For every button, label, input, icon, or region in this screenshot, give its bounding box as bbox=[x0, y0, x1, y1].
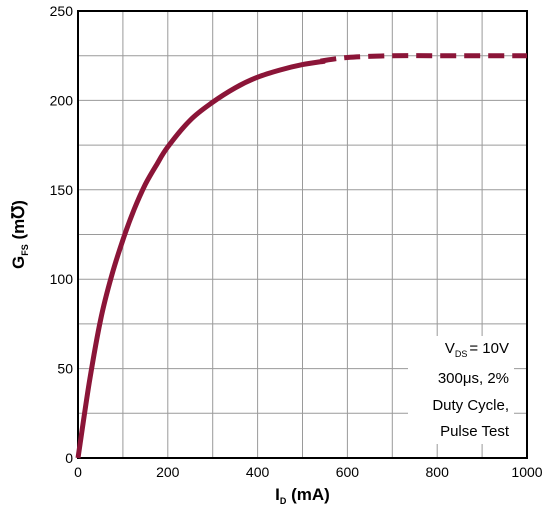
x-tick-labels: 0 200 400 600 800 1000 bbox=[74, 464, 543, 480]
note-pulse: 300μs, 2% bbox=[438, 370, 509, 387]
x-tick-label: 1000 bbox=[511, 464, 542, 480]
grid-lines bbox=[78, 11, 527, 458]
gfs-curve-dashed bbox=[320, 53, 527, 64]
y-tick-label: 150 bbox=[50, 182, 74, 198]
data-series bbox=[75, 53, 527, 459]
y-axis-title-unit: (m℧) bbox=[9, 200, 28, 244]
note-pulse-test: Pulse Test bbox=[440, 423, 510, 440]
note-vds-sub: DS bbox=[455, 349, 468, 359]
y-tick-label: 200 bbox=[50, 92, 74, 108]
test-conditions-note: VDS = 10V 300μs, 2% Duty Cycle, Pulse Tes… bbox=[408, 336, 514, 444]
note-vds-main: V bbox=[445, 340, 455, 357]
y-tick-labels: 0 50 100 150 200 250 bbox=[50, 3, 74, 466]
x-axis-title-main: I bbox=[275, 485, 280, 504]
y-tick-label: 50 bbox=[57, 361, 73, 377]
note-vds-rest: = 10V bbox=[469, 340, 509, 357]
x-tick-label: 800 bbox=[426, 464, 450, 480]
y-tick-label: 100 bbox=[50, 271, 74, 287]
y-axis-title: GFS (m℧) bbox=[9, 200, 30, 269]
y-axis-title-sub: FS bbox=[20, 244, 30, 256]
x-axis-title-sub: D bbox=[280, 496, 287, 506]
note-vds: VDS = 10V bbox=[445, 340, 509, 359]
x-tick-label: 600 bbox=[336, 464, 360, 480]
note-background bbox=[408, 336, 514, 444]
note-duty-cycle: Duty Cycle, bbox=[432, 397, 509, 414]
y-tick-label: 0 bbox=[65, 450, 73, 466]
y-axis-title-main: G bbox=[9, 256, 28, 269]
x-tick-label: 0 bbox=[74, 464, 82, 480]
y-tick-label: 250 bbox=[50, 3, 74, 19]
x-tick-label: 400 bbox=[246, 464, 270, 480]
x-axis-title: ID (mA) bbox=[275, 485, 330, 506]
gfs-curve-solid bbox=[75, 58, 326, 459]
x-axis-title-unit: (mA) bbox=[286, 485, 329, 504]
x-tick-label: 200 bbox=[156, 464, 180, 480]
plot-frame bbox=[77, 10, 528, 459]
